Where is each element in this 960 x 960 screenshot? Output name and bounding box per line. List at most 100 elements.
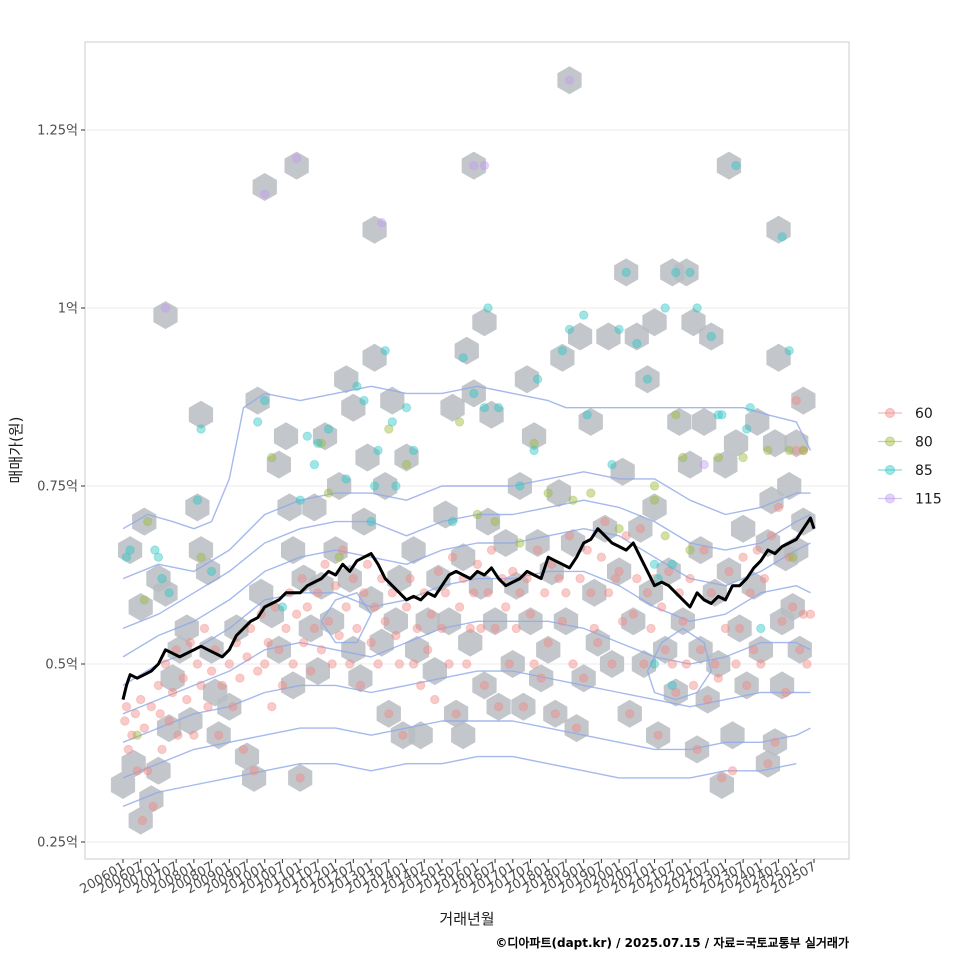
hexbin-cell-116 — [607, 557, 632, 586]
point-60-0 — [120, 716, 130, 726]
point-60-164 — [688, 680, 699, 691]
point-60-66 — [341, 602, 351, 612]
point-60-126 — [554, 573, 564, 584]
point-60-101 — [465, 623, 475, 634]
contour-line-1 — [122, 385, 812, 530]
point-85-2 — [150, 545, 160, 555]
hexbin-cell-92 — [507, 472, 532, 500]
point-85-50 — [671, 267, 681, 278]
hexbin-cell-12 — [160, 664, 185, 693]
point-80-22 — [678, 452, 688, 463]
point-60-15 — [160, 659, 171, 669]
legend-label-60: 60 — [915, 406, 933, 422]
point-60-132 — [575, 573, 585, 584]
hexbin-cell-128 — [646, 721, 671, 750]
point-60-197 — [805, 609, 816, 619]
hexbin-cell-40 — [298, 614, 323, 643]
hexbin-cell-67 — [405, 635, 430, 664]
point-60-94 — [440, 588, 451, 598]
point-60-5 — [132, 766, 142, 776]
point-60-84 — [405, 573, 415, 584]
point-60-63 — [330, 581, 341, 591]
point-80-9 — [401, 459, 412, 470]
point-60-177 — [734, 623, 745, 634]
point-60-176 — [731, 659, 741, 669]
point-115-1 — [260, 189, 270, 199]
point-60-73 — [366, 637, 376, 648]
hexbin-cell-113 — [592, 514, 618, 543]
point-85-19 — [359, 395, 369, 406]
point-60-149 — [635, 524, 646, 534]
point-60-32 — [224, 659, 235, 669]
point-85-25 — [391, 481, 401, 491]
point-60-47 — [277, 680, 288, 691]
hexbin-cell-129 — [653, 635, 678, 664]
point-85-32 — [483, 303, 493, 313]
point-60-43 — [263, 637, 273, 648]
hexbin-cell-61 — [380, 386, 405, 415]
point-60-27 — [203, 702, 213, 712]
point-85-12 — [295, 495, 305, 505]
point-85-5 — [164, 588, 174, 598]
point-60-90 — [426, 609, 436, 619]
hexbin-cell-174 — [791, 386, 816, 415]
point-80-14 — [529, 438, 539, 448]
point-115-4 — [469, 160, 479, 171]
point-60-142 — [610, 573, 621, 584]
point-85-34 — [515, 481, 525, 491]
point-60-193 — [791, 445, 801, 456]
point-60-31 — [217, 680, 227, 691]
point-80-30 — [685, 545, 695, 555]
point-60-107 — [486, 545, 497, 555]
point-60-192 — [788, 602, 798, 612]
point-85-23 — [380, 346, 390, 356]
point-80-21 — [671, 410, 681, 420]
point-60-54 — [299, 637, 309, 648]
hexbin-cell-72 — [433, 500, 458, 529]
hexbin-cell-31 — [266, 635, 291, 664]
point-60-53 — [297, 573, 307, 584]
point-60-77 — [380, 616, 390, 626]
y-tick-label-2: 0.75억 — [37, 480, 78, 495]
hexbin-cell-110 — [578, 407, 603, 436]
point-60-71 — [359, 588, 369, 598]
point-60-91 — [430, 694, 440, 705]
point-60-135 — [586, 588, 596, 598]
point-60-3 — [127, 730, 137, 740]
point-85-52 — [692, 303, 702, 313]
point-60-172 — [717, 773, 727, 783]
point-60-155 — [656, 602, 667, 612]
point-60-163 — [685, 573, 695, 584]
point-85-24 — [387, 417, 397, 427]
hexbin-cell-104 — [553, 607, 579, 636]
point-60-65 — [338, 545, 348, 555]
point-85-9 — [253, 417, 263, 427]
point-60-35 — [235, 673, 245, 683]
point-60-154 — [653, 730, 663, 740]
hexbin-cell-108 — [568, 322, 593, 351]
point-60-156 — [660, 645, 670, 655]
point-60-122 — [540, 588, 550, 598]
point-85-36 — [532, 374, 543, 384]
hexbin-cell-41 — [302, 493, 327, 522]
point-60-157 — [664, 566, 674, 577]
point-80-17 — [586, 488, 596, 498]
point-85-0 — [121, 552, 132, 562]
hexbin-cell-127 — [642, 308, 667, 337]
hexbin-cell-133 — [667, 407, 692, 436]
contour-line-2 — [122, 471, 811, 580]
hexbin-cell-35 — [281, 671, 306, 700]
point-60-25 — [196, 680, 206, 691]
hexbin-cell-156 — [745, 407, 770, 436]
hexbin-cell-152 — [727, 614, 752, 643]
point-85-59 — [777, 232, 787, 242]
contour-line-3 — [122, 499, 811, 630]
point-85-56 — [742, 424, 752, 434]
point-60-167 — [699, 545, 709, 555]
hexbin-cell-112 — [585, 628, 610, 657]
point-85-42 — [614, 324, 624, 335]
point-60-78 — [384, 709, 394, 719]
hexbin-cell-137 — [681, 308, 706, 337]
hexbin-cell-93 — [511, 692, 536, 721]
hexbin-cell-19 — [195, 557, 221, 586]
